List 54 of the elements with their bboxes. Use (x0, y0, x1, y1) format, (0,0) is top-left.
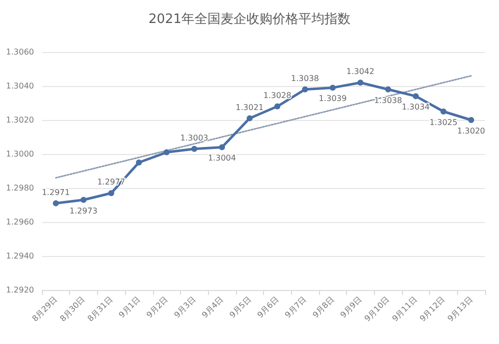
data-label: 1.3025 (429, 118, 458, 127)
x-tick-label: 8月29日 (30, 294, 60, 324)
point (246, 115, 253, 122)
data-label: 1.3039 (318, 94, 347, 104)
data-label: 1.2971 (42, 188, 70, 197)
y-tick-label: 1.3020 (6, 116, 34, 124)
point (164, 149, 170, 156)
x-tick-label: 9月10日 (362, 294, 392, 324)
point (218, 144, 225, 150)
point (440, 108, 446, 114)
x-tick-label: 9月6日 (256, 294, 281, 320)
y-tick-label: 1.2960 (6, 218, 34, 226)
x-tick-label: 9月13日 (446, 294, 474, 324)
point (80, 196, 87, 203)
point (191, 146, 198, 152)
x-tick-label: 9月12日 (418, 294, 447, 324)
x-tick-label: 9月1日 (117, 294, 142, 320)
data-label: 1.3020 (457, 126, 486, 136)
data-label: 1.3042 (346, 67, 374, 76)
x-tick-label: 9月5日 (228, 294, 253, 320)
y-tick-label: 1.2980 (6, 184, 34, 192)
y-tick-label: 1.3040 (6, 82, 34, 90)
y-tick-label: 1.3060 (6, 48, 34, 56)
data-label: 1.3038 (374, 96, 402, 105)
point (302, 86, 308, 92)
point (136, 160, 142, 166)
point (357, 80, 364, 86)
point (330, 84, 336, 91)
x-tick-label: 8月31日 (86, 294, 114, 324)
x-tick-label: 8月30日 (58, 294, 87, 324)
y-tick-label: 1.3000 (6, 150, 34, 158)
x-tick-label: 9月4日 (200, 294, 226, 320)
data-label: 1.3034 (402, 102, 430, 112)
x-tick-label: 9月11日 (390, 294, 419, 324)
data-label: 1.3028 (263, 90, 292, 100)
x-tick-label: 9月2日 (144, 294, 170, 320)
data-label: 1.2973 (70, 206, 98, 216)
point (468, 117, 474, 123)
point (385, 86, 392, 92)
data-label: 1.3004 (208, 154, 236, 163)
point (52, 200, 59, 206)
x-tick-label: 9月9日 (338, 294, 364, 320)
data-label: 1.3003 (180, 133, 208, 142)
x-tick-label: 9月7日 (283, 294, 308, 320)
chart-title: 2021年全国麦企收购价格平均指数 (148, 12, 351, 27)
point (274, 103, 280, 110)
point (108, 190, 114, 196)
y-tick-label: 1.2940 (6, 252, 34, 260)
x-tick-label: 9月8日 (311, 294, 336, 320)
data-label: 1.3021 (236, 102, 264, 112)
data-label: 1.3038 (291, 74, 320, 83)
point (412, 93, 419, 100)
x-tick-label: 9月3日 (172, 294, 198, 320)
y-tick-label: 1.2920 (6, 286, 34, 294)
